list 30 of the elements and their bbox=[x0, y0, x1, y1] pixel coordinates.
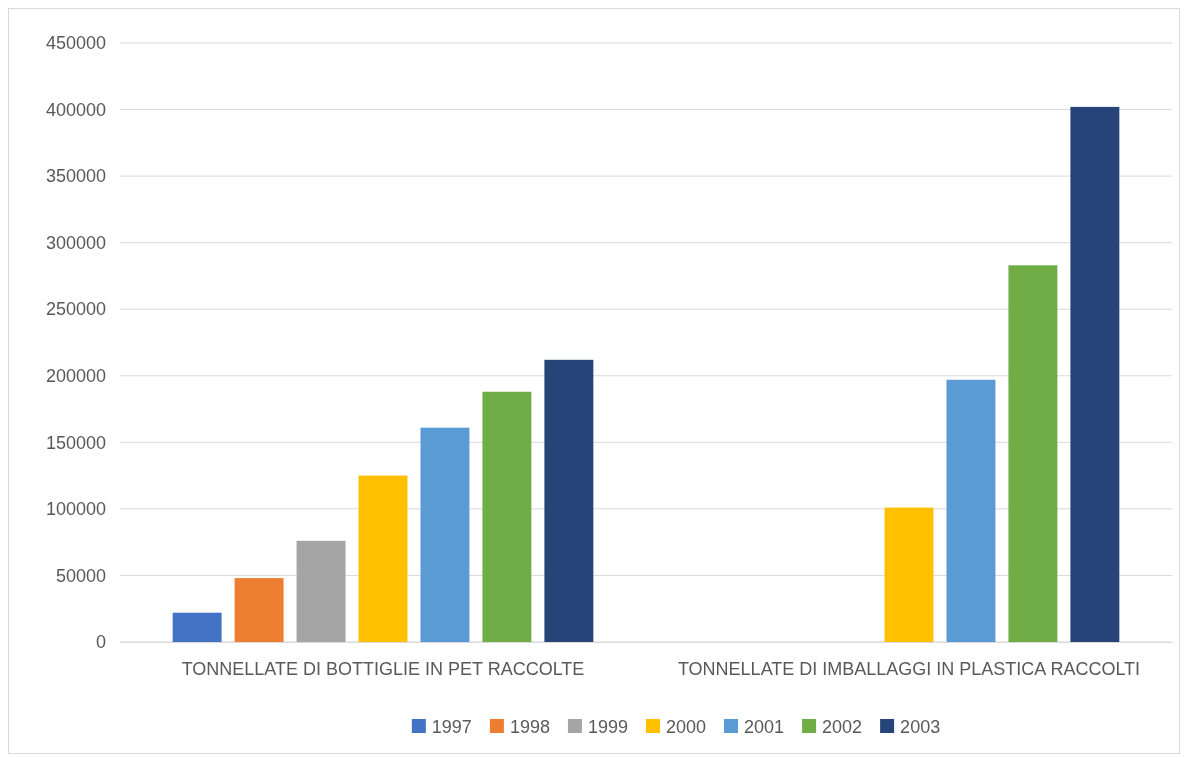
bar bbox=[946, 379, 996, 642]
bar bbox=[1070, 106, 1120, 642]
bar bbox=[1008, 265, 1058, 642]
bar bbox=[544, 359, 594, 642]
bar bbox=[482, 391, 532, 642]
legend-label: 1999 bbox=[587, 717, 628, 737]
y-tick-label: 350000 bbox=[45, 166, 106, 187]
y-tick-label: 450000 bbox=[45, 33, 106, 54]
legend-label: 2002 bbox=[822, 717, 863, 737]
y-tick-label: 150000 bbox=[45, 432, 106, 453]
legend-label: 1997 bbox=[431, 717, 472, 737]
legend-label: 2003 bbox=[900, 717, 941, 737]
bar bbox=[296, 540, 346, 642]
bar bbox=[234, 578, 284, 642]
legend-label: 2000 bbox=[665, 717, 707, 737]
y-tick-label: 400000 bbox=[45, 99, 106, 120]
legend-label: 2001 bbox=[744, 717, 785, 737]
y-tick-label: 50000 bbox=[55, 565, 106, 586]
y-tick-label: 200000 bbox=[45, 366, 106, 387]
y-tick-label: 300000 bbox=[45, 232, 106, 253]
bar bbox=[358, 475, 408, 642]
bar bbox=[420, 427, 470, 642]
x-tick-label: TONNELLATE DI IMBALLAGGI IN PLASTICA RACCOLTI bbox=[677, 658, 1141, 679]
y-tick-label: 100000 bbox=[45, 499, 106, 520]
x-tick-label: TONNELLATE DI BOTTIGLIE IN PET RACCOLTE bbox=[181, 658, 585, 679]
legend-label: 1998 bbox=[509, 717, 550, 737]
bar bbox=[172, 612, 222, 642]
y-tick-label: 0 bbox=[95, 632, 106, 653]
y-tick-label: 250000 bbox=[45, 299, 106, 320]
bar bbox=[884, 507, 934, 642]
